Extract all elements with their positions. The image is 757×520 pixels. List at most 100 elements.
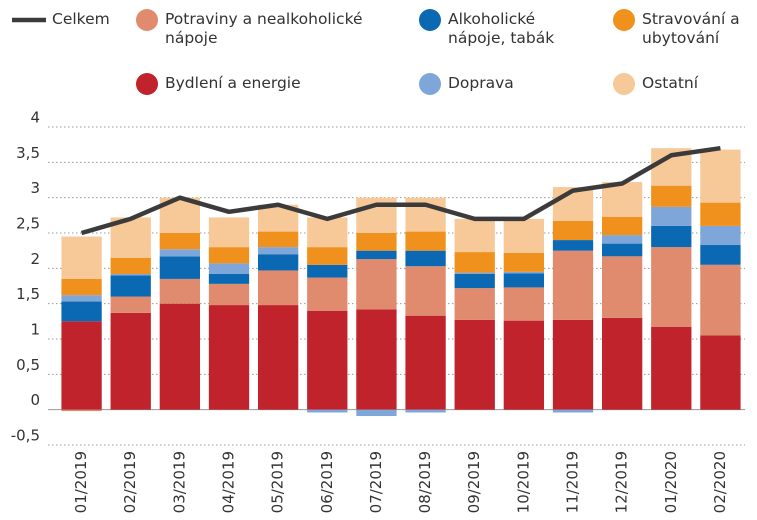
bar-segment [503,320,545,410]
bar-segment [552,220,594,241]
y-tick-label: 0 [30,391,40,409]
bar-segment [405,231,446,251]
bar-segment [552,240,594,251]
x-tick-label: 08/2019 [416,451,434,513]
y-tick-label: 2,5 [16,215,40,233]
bar-segment [110,273,151,276]
bar-segment [601,216,643,236]
bar-segment [257,305,299,410]
bar-segment [110,296,151,313]
bar-segment [61,278,102,296]
y-tick-label: -0,5 [11,427,40,445]
x-tick-label: 02/2019 [121,451,139,513]
bar-segment [110,257,151,274]
bar-segment [454,319,495,410]
bar-segment [601,243,643,257]
bar-segment [454,288,495,320]
bar-segment [356,233,397,251]
bar-segment [454,218,495,253]
legend-label: Stravování a ubytování [642,10,740,47]
bar-segment [356,259,397,310]
bar-segment [307,409,348,413]
legend-label: Bydlení a energie [165,74,301,92]
y-tick-label: 4 [30,109,40,127]
legend-swatch [136,73,158,95]
bar-segment [208,263,250,274]
bar-segment [61,295,102,302]
bar-segment [159,303,201,410]
bar-segment [61,321,102,410]
y-tick-label: 3 [30,179,40,197]
legend-swatch [419,9,441,31]
bar-segment [503,218,545,253]
bar-segment [159,256,201,279]
bar-segment [159,233,201,250]
bar-segment [208,217,250,248]
x-tick-label: 12/2019 [613,451,631,513]
bar-segment [61,301,102,322]
bar-segment [257,231,299,248]
legend-label: Alkoholické nápoje, tabák [448,10,555,47]
bar-segment [257,247,299,255]
bar-segment [700,149,741,203]
x-tick-label: 10/2019 [514,451,532,513]
bar-segment [307,264,348,278]
bar-segment [307,217,348,248]
legend-swatch [613,9,635,31]
bar-segment [601,182,643,217]
legend-label: Potraviny a nealkoholické nápoje [165,10,363,47]
bar-segment [700,335,741,410]
x-tick-label: 01/2019 [72,451,90,513]
bar-segment [651,206,692,226]
bar-segment [700,202,741,226]
bar-segment [257,254,299,271]
bar-segment [454,272,495,274]
bar-segment [208,273,250,284]
bar-segment [454,252,495,273]
x-tick-label: 04/2019 [220,451,238,513]
bar-segment [61,409,102,412]
x-tick-label: 03/2019 [170,451,188,513]
bar-segment [61,236,102,279]
x-tick-label: 02/2020 [711,451,729,513]
legend-swatch [419,73,441,95]
bar-segment [700,225,741,246]
bar-segment [552,319,594,410]
bar-segment [601,256,643,318]
bar-segment [110,275,151,297]
bar-segment [307,310,348,410]
bar-segment [651,225,692,248]
legend-swatch [613,73,635,95]
bar-segment [208,305,250,410]
bar-segment [307,277,348,311]
x-tick-label: 05/2019 [269,451,287,513]
bar-segment [601,235,643,244]
bar-segment [356,309,397,410]
bar-segment [307,247,348,265]
x-tick-label: 11/2019 [564,451,582,513]
bar-segment [503,273,545,288]
bar-segment [257,270,299,306]
y-tick-label: 2 [30,250,40,268]
bar-segment [110,312,151,410]
y-tick-label: 1 [30,321,40,339]
bar-segment [503,271,545,274]
bar-segment [651,247,692,327]
bar-segment [356,250,397,260]
legend-label: Celkem [52,10,110,28]
bar-segment [159,249,201,257]
bar-segment [503,287,545,321]
legend-swatch [136,9,158,31]
bars [61,148,741,417]
bar-segment [159,278,201,304]
bar-segment [356,409,397,417]
bar-segment [700,245,741,265]
bar-segment [405,409,446,413]
y-tick-label: 3,5 [16,144,40,162]
bar-segment [503,252,545,272]
x-tick-label: 01/2020 [662,451,680,513]
line [80,145,721,236]
bar-segment [405,315,446,410]
